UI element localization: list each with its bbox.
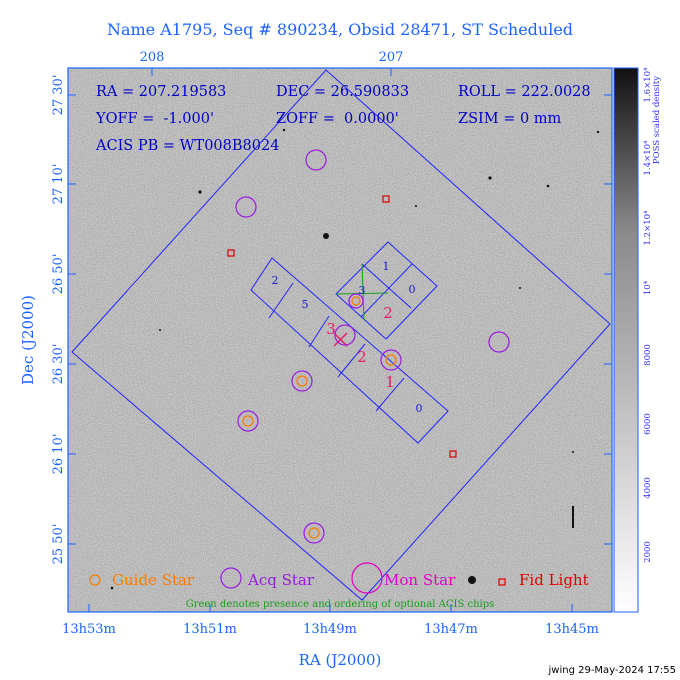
acis-s-divider-2: [308, 315, 330, 348]
info-ra: RA = 207.219583: [96, 84, 226, 100]
acis-s-divider-4: [375, 377, 405, 412]
acis-i-outline: [335, 241, 438, 340]
info-zsim: ZSIM = 0 mm: [458, 111, 562, 127]
left-tick-label: 27 30': [51, 75, 66, 116]
footer-stamp: jwing 29-May-2024 17:55: [548, 665, 677, 676]
bottom-axis: 13h53m 13h51m 13h49m 13h47m 13h45m RA (J…: [62, 622, 599, 669]
chip-label-i3: 3: [359, 284, 366, 297]
optional-line-2: [361, 263, 365, 321]
legend-guide-symbol: [89, 574, 101, 586]
bottom-tick-label: 13h51m: [183, 622, 237, 637]
left-tick-label: 26 10': [51, 434, 66, 475]
acq-stars: [235, 149, 510, 544]
top-axis: 208 207: [140, 50, 404, 65]
left-axis: 27 30' 27 10' 26 50' 26 30' 26 10' 25 50…: [19, 75, 66, 565]
left-tick-label: 26 50': [51, 254, 66, 295]
legend-mon-symbol: [351, 562, 383, 594]
plot-frame: [67, 67, 613, 613]
info-dec: DEC = 26.590833: [276, 84, 409, 100]
legend-fid-label: Fid Light: [519, 571, 589, 589]
colorbar-tick: 10⁴: [643, 280, 653, 295]
acq-star: [291, 370, 313, 392]
info-roll: ROLL = 222.0028: [458, 84, 591, 100]
guide-star: [308, 527, 320, 539]
colorbar-tick: 8000: [643, 344, 653, 366]
chip-label-s4: 5: [302, 298, 309, 311]
legend-acq-label: Acq Star: [247, 571, 315, 589]
acq-star: [235, 196, 257, 218]
chip-label-i1: 1: [383, 260, 390, 273]
optional-chip-markers: [335, 263, 389, 321]
optional-chips-note: Green denotes presence and ordering of o…: [186, 599, 495, 610]
acq-star: [348, 293, 364, 309]
colorbar-label: POSS scaled density: [652, 76, 662, 164]
bottom-tick-label: 13h53m: [62, 622, 116, 637]
guide-star: [242, 415, 254, 427]
left-tick-label: 26 30': [51, 344, 66, 385]
x-axis-label: RA (J2000): [299, 651, 382, 669]
acq-star: [380, 349, 402, 371]
fid-light: [382, 195, 390, 203]
fid-lights: [227, 195, 457, 458]
left-tick-label: 25 50': [51, 524, 66, 565]
top-tick-label: 207: [379, 50, 404, 65]
acis-s-divider-3: [337, 343, 366, 378]
guide-stars: [242, 296, 397, 539]
acis-i-divider-1: [361, 263, 412, 309]
guide-star: [296, 375, 308, 387]
legend-mon-label: Mon Star: [384, 571, 456, 589]
chip-label-s2: 2: [357, 348, 367, 366]
acis-i-divider-2: [360, 263, 413, 318]
chip-label-i2: 2: [383, 304, 393, 322]
colorbar-tick: 1.6×10⁴: [643, 67, 653, 102]
chip-label-s1: 1: [385, 373, 395, 391]
chip-label-s0: 0: [416, 402, 423, 415]
colorbar-tick: 1.2×10⁴: [643, 210, 653, 245]
plot-title: Name A1795, Seq # 890234, Obsid 28471, S…: [107, 20, 573, 39]
chip-labels: 1 0 3 2 2 5 3 2 1 0: [272, 260, 423, 415]
bottom-tick-label: 13h49m: [303, 622, 357, 637]
aimpoint-marker: [333, 332, 348, 347]
chip-label-s3: 3: [326, 320, 336, 338]
legend: Guide Star Acq Star Mon Star Fid Light G…: [89, 562, 589, 610]
colorbar-tick: 1.4×10⁴: [643, 140, 653, 175]
axis-tick-marks: [68, 68, 612, 612]
fov-outline: [71, 69, 611, 601]
bottom-tick-label: 13h45m: [545, 622, 599, 637]
colorbar-tick: 6000: [643, 413, 653, 435]
acq-star: [305, 149, 327, 171]
field-of-view: [71, 69, 611, 601]
bottom-tick-label: 13h47m: [424, 622, 478, 637]
colorbar-tick: 4000: [643, 477, 653, 499]
acq-star: [334, 324, 356, 346]
top-tick-label: 208: [140, 50, 165, 65]
fid-light: [227, 249, 235, 257]
info-acis-pb: ACIS PB = WT008B8024: [95, 138, 279, 154]
chip-label-i0: 0: [409, 283, 416, 296]
left-tick-label: 27 10': [51, 164, 66, 205]
info-yoff: YOFF = -1.000': [95, 111, 214, 127]
legend-guide-label: Guide Star: [112, 571, 195, 589]
colorbar: POSS scaled density 2000 4000 6000 8000 …: [613, 67, 662, 613]
optional-line-1: [335, 292, 389, 295]
legend-acq-symbol: [220, 567, 242, 589]
acis-s-outline: [250, 257, 449, 444]
guide-star: [385, 354, 397, 366]
colorbar-gradient: [613, 67, 639, 613]
acis-s-divider-1: [268, 282, 294, 319]
acq-star: [303, 522, 325, 544]
chip-label-s5: 2: [272, 274, 279, 287]
info-zoff: ZOFF = 0.0000': [276, 111, 399, 127]
colorbar-tick: 2000: [643, 541, 653, 563]
acq-star: [237, 410, 259, 432]
guide-star: [351, 296, 361, 306]
info-block: RA = 207.219583 DEC = 26.590833 ROLL = 2…: [95, 84, 591, 154]
acq-star: [488, 331, 510, 353]
legend-fid-symbol: [498, 578, 506, 586]
fid-light: [449, 450, 457, 458]
y-axis-label: Dec (J2000): [19, 295, 37, 385]
